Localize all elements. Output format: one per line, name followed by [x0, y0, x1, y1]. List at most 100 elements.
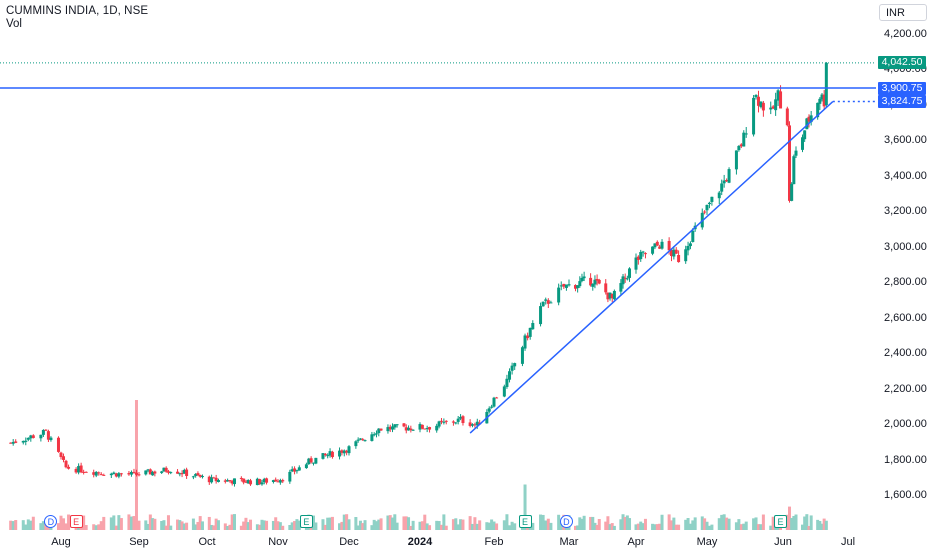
- candle-body: [119, 473, 123, 475]
- candle-body: [606, 292, 610, 300]
- volume-bar: [727, 518, 731, 530]
- candle-body: [232, 478, 236, 485]
- earnings-marker[interactable]: E: [774, 515, 788, 528]
- volume-bar: [442, 514, 446, 530]
- candle-body: [471, 424, 475, 426]
- volume-bar: [102, 516, 106, 530]
- candle-body: [345, 450, 349, 453]
- volume-bar: [818, 521, 822, 530]
- volume-bar: [610, 523, 614, 530]
- volume-indicator-label[interactable]: Vol: [6, 18, 22, 30]
- candle-body: [754, 94, 758, 98]
- volume-bar: [707, 525, 711, 530]
- candle-body: [608, 292, 612, 299]
- candle-body: [92, 472, 96, 475]
- volume-bar: [212, 525, 216, 530]
- candle-body: [779, 91, 783, 109]
- volume-bar: [166, 515, 170, 530]
- volume-bar: [210, 524, 214, 530]
- candle-body: [437, 421, 441, 427]
- volume-bar: [386, 515, 390, 530]
- volume-bar: [228, 524, 232, 530]
- dividend-marker[interactable]: D: [44, 515, 58, 528]
- drawing-lines[interactable]: [0, 62, 876, 434]
- time-tick-label: Aug: [51, 536, 71, 548]
- price-tick-label: 3,200.00: [884, 205, 927, 218]
- earnings-marker[interactable]: E: [69, 515, 83, 528]
- volume-bar: [456, 524, 460, 530]
- candle-body: [178, 473, 182, 475]
- volume-bar: [290, 522, 294, 530]
- candle-body: [807, 116, 811, 122]
- candle-body: [395, 424, 399, 426]
- candle-body: [505, 378, 509, 387]
- volume-bar: [194, 524, 198, 530]
- candle-body: [29, 435, 33, 439]
- volume-bar: [582, 515, 586, 530]
- candle-body: [582, 276, 586, 279]
- candle-body: [148, 469, 152, 475]
- volume-bar: [505, 514, 509, 530]
- volume-bar: [688, 523, 692, 530]
- volume-bar: [655, 524, 659, 530]
- earnings-marker[interactable]: E: [299, 515, 313, 528]
- volume-bar: [754, 517, 758, 530]
- volume-bar: [404, 516, 408, 530]
- volume-bar: [451, 519, 455, 530]
- candle-body: [508, 371, 512, 380]
- volume-bar: [214, 518, 218, 530]
- volume-bar: [271, 520, 275, 530]
- candle-body: [573, 285, 577, 289]
- volume-bar: [191, 518, 195, 530]
- volume-bar: [176, 519, 180, 530]
- candle-body: [265, 478, 269, 483]
- volume-bar: [230, 514, 234, 530]
- candle-body: [546, 300, 550, 304]
- candle-body: [114, 473, 118, 477]
- volume-bar: [700, 516, 704, 530]
- candle-body: [46, 431, 50, 440]
- candle-body: [809, 115, 813, 123]
- earnings-marker[interactable]: E: [518, 515, 532, 528]
- candle-body: [321, 453, 325, 459]
- time-tick-label: Feb: [484, 536, 504, 548]
- volume-bar: [807, 525, 811, 530]
- volume-bar: [492, 521, 496, 530]
- candle-body: [612, 290, 616, 300]
- candle-body: [239, 477, 243, 479]
- symbol-title[interactable]: CUMMINS INDIA, 1D, NSE: [6, 5, 149, 17]
- volume-bar: [790, 517, 794, 530]
- currency-selector[interactable]: INR: [879, 4, 927, 21]
- candle-body: [77, 466, 81, 473]
- candle-body: [216, 480, 220, 482]
- volume-bar: [39, 523, 43, 530]
- candle-body: [822, 94, 826, 107]
- volume-bar: [109, 517, 113, 530]
- candle-body: [258, 479, 262, 485]
- volume-bar: [502, 520, 506, 530]
- volume-bar: [112, 515, 116, 530]
- candle-body: [628, 268, 632, 278]
- volume-bar: [99, 521, 103, 530]
- candle-body: [246, 479, 250, 484]
- candle-body: [84, 471, 88, 473]
- candle-body: [461, 416, 465, 424]
- volume-bar: [623, 516, 627, 530]
- candle-body: [153, 471, 157, 474]
- candle-body: [710, 196, 714, 202]
- volume-bar: [544, 520, 548, 530]
- candle-body: [262, 478, 266, 483]
- price-tick-label: 3,400.00: [884, 169, 927, 182]
- dividend-marker[interactable]: D: [559, 515, 573, 528]
- candle-body: [674, 249, 678, 254]
- candle-body: [591, 284, 595, 287]
- candle-body: [74, 468, 78, 473]
- volume-bar: [148, 514, 152, 530]
- candle-body: [495, 397, 499, 399]
- candle-body: [725, 179, 729, 182]
- volume-bar: [759, 524, 763, 530]
- volume-bar: [454, 518, 458, 530]
- candle-body: [578, 281, 582, 287]
- candle-body: [146, 469, 150, 471]
